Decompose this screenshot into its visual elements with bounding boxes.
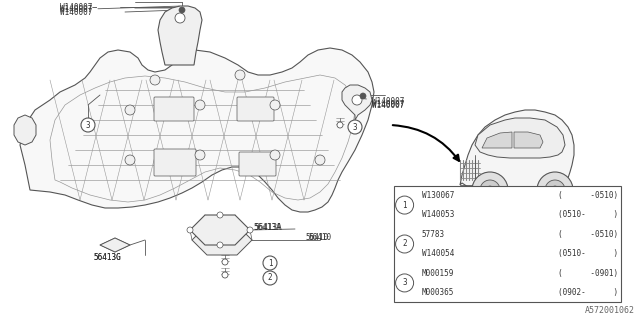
Text: W140007: W140007 (372, 100, 404, 109)
Text: (      -0510): ( -0510) (557, 191, 618, 200)
Circle shape (396, 235, 413, 253)
Circle shape (360, 93, 366, 99)
Polygon shape (514, 132, 543, 148)
Circle shape (472, 172, 508, 208)
Circle shape (125, 155, 135, 165)
Text: W140054: W140054 (422, 249, 454, 258)
Circle shape (175, 13, 185, 23)
Text: 56413A: 56413A (253, 222, 281, 231)
Text: 56413G: 56413G (93, 252, 121, 261)
Circle shape (315, 155, 325, 165)
Polygon shape (192, 225, 252, 255)
Text: (      -0901): ( -0901) (557, 269, 618, 278)
Circle shape (337, 122, 343, 128)
Text: (0510-      ): (0510- ) (557, 210, 618, 219)
Text: W140007: W140007 (60, 5, 179, 14)
FancyBboxPatch shape (154, 149, 196, 176)
Circle shape (480, 180, 500, 200)
Circle shape (179, 7, 185, 13)
Polygon shape (14, 115, 36, 145)
Circle shape (551, 186, 559, 194)
FancyBboxPatch shape (239, 152, 276, 176)
Polygon shape (460, 110, 574, 192)
Polygon shape (482, 132, 512, 148)
Circle shape (222, 259, 228, 265)
Text: M000365: M000365 (422, 288, 454, 297)
Text: 56413A: 56413A (254, 222, 282, 231)
Text: 56413G: 56413G (93, 253, 121, 262)
Polygon shape (342, 85, 372, 120)
Text: (0510-      ): (0510- ) (557, 249, 618, 258)
Circle shape (263, 256, 277, 270)
Circle shape (125, 105, 135, 115)
Text: 3: 3 (403, 278, 407, 287)
Circle shape (486, 186, 494, 194)
Text: 57783: 57783 (422, 230, 445, 239)
Circle shape (263, 271, 277, 285)
Text: 56410: 56410 (308, 233, 331, 242)
Circle shape (352, 95, 362, 105)
Polygon shape (475, 118, 565, 158)
Text: (0902-      ): (0902- ) (557, 288, 618, 297)
Circle shape (396, 196, 413, 214)
Circle shape (396, 274, 413, 292)
Text: 3: 3 (353, 123, 357, 132)
Circle shape (195, 100, 205, 110)
Polygon shape (190, 215, 250, 245)
Circle shape (270, 150, 280, 160)
Text: W130067: W130067 (422, 191, 454, 200)
Text: W140007—: W140007— (60, 3, 97, 12)
Polygon shape (158, 6, 202, 65)
Text: 2: 2 (268, 274, 272, 283)
Text: 1: 1 (403, 201, 407, 210)
Text: W140053: W140053 (422, 210, 454, 219)
Circle shape (222, 272, 228, 278)
Circle shape (150, 75, 160, 85)
Polygon shape (20, 48, 374, 212)
Circle shape (235, 70, 245, 80)
Circle shape (217, 242, 223, 248)
Text: (      -0510): ( -0510) (557, 230, 618, 239)
FancyBboxPatch shape (394, 186, 621, 302)
Text: 56410: 56410 (305, 234, 328, 243)
Circle shape (247, 227, 253, 233)
Text: A572001062: A572001062 (585, 306, 635, 315)
FancyBboxPatch shape (237, 97, 274, 121)
Text: 2: 2 (403, 239, 407, 249)
Circle shape (81, 118, 95, 132)
FancyBboxPatch shape (154, 97, 194, 121)
Circle shape (545, 180, 565, 200)
Text: W140007: W140007 (372, 100, 404, 108)
Text: 1: 1 (268, 259, 272, 268)
Text: M000159: M000159 (422, 269, 454, 278)
Circle shape (270, 100, 280, 110)
Circle shape (187, 227, 193, 233)
Text: 3: 3 (86, 121, 90, 130)
Text: W140007: W140007 (361, 97, 404, 106)
Circle shape (537, 172, 573, 208)
Circle shape (348, 120, 362, 134)
Circle shape (217, 212, 223, 218)
Polygon shape (100, 238, 130, 252)
Circle shape (195, 150, 205, 160)
Text: W140007: W140007 (60, 7, 92, 17)
